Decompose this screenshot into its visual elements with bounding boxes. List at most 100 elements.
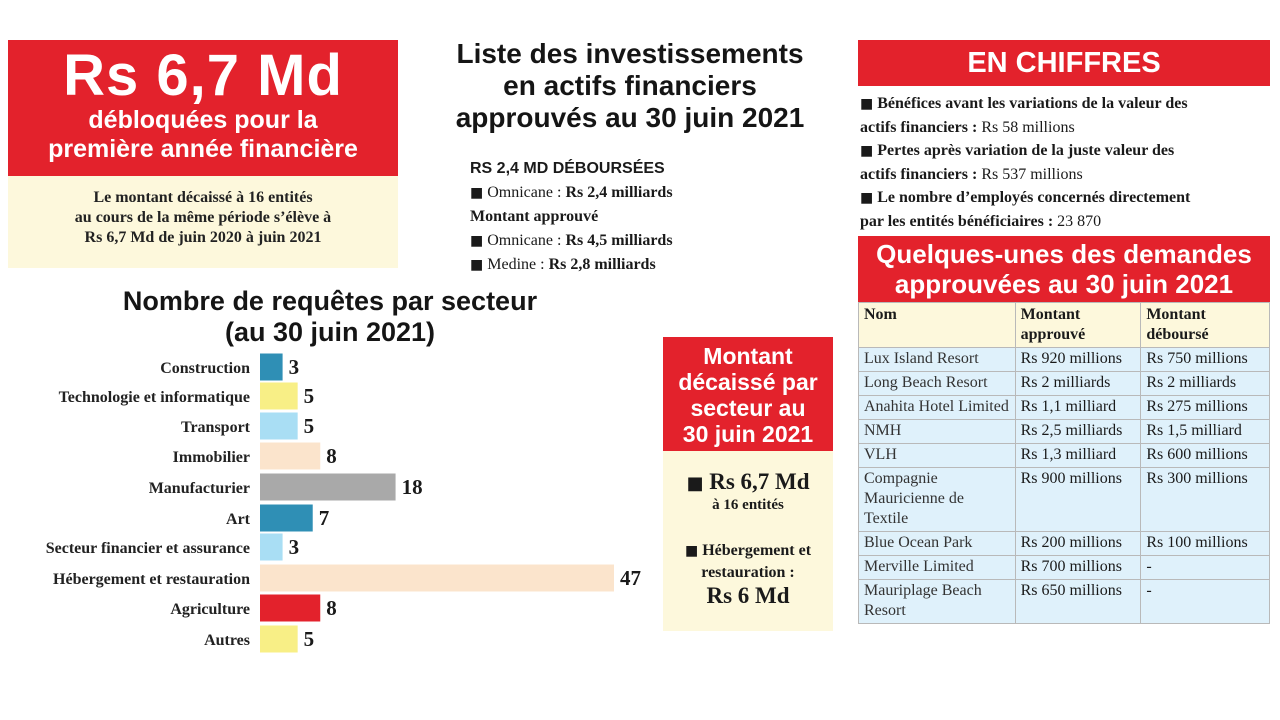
chiffres-item-text: Le nombre d’employés concernés directeme… [877, 189, 1191, 206]
sector-box-amount-value: Rs 6,7 Md [709, 469, 810, 494]
cell-debourse: Rs 100 millions [1140, 531, 1270, 556]
chiffres-item-line1: ■ Pertes après variation de la juste val… [860, 139, 1272, 163]
disbursed-item: ■ Omnicane : Rs 2,4 milliards [470, 181, 790, 205]
sector-box-hebergement: ■ Hébergement et restauration : [663, 540, 833, 583]
table-row: Anahita Hotel Limited Rs 1,1 milliard Rs 2… [858, 395, 1270, 420]
bullet-square-icon: ■ [860, 96, 874, 112]
chiffres-title: EN CHIFFRES [858, 40, 1270, 86]
sector-bar-chart: Construction 3 Technologie et informatique… [46, 353, 641, 653]
cell-approuve: Rs 2,5 milliards [1014, 419, 1142, 444]
chiffres-item: ■ Bénéfices avant les variations de la v… [860, 92, 1272, 139]
bar [260, 564, 614, 592]
chiffres-item-line2: actifs financiers : Rs 58 millions [860, 116, 1272, 139]
cell-debourse: Rs 750 millions [1140, 347, 1270, 372]
table-row: Compagnie Mauricienne de Textile Rs 900 m… [858, 467, 1270, 532]
disbursed-heading: RS 2,4 MD DÉBOURSÉES [470, 160, 665, 177]
value-label: 5 [304, 384, 315, 408]
headline-note-line2: au cours de la même période s’élève à [74, 209, 332, 226]
sector-box-heb-value: Rs 6 Md [706, 583, 790, 608]
bullet-square-icon: ■ [686, 473, 704, 494]
table-row: Merville Limited Rs 700 millions - [858, 555, 1270, 580]
headline-sub-line1: débloquées pour la [88, 106, 318, 134]
sector-box-heb-line1: ■ Hébergement et [663, 540, 833, 562]
investments-title-line1: Liste des investissements [456, 38, 804, 69]
category-label: Construction [160, 360, 250, 377]
table-row: Mauriplage Beach Resort Rs 650 millions - [858, 579, 1270, 624]
cell-debourse: Rs 300 millions [1140, 467, 1270, 532]
investments-list: RS 2,4 MD DÉBOURSÉES ■ Omnicane : Rs 2,4… [470, 157, 790, 277]
approved-item: ■ Omnicane : Rs 4,5 milliards [470, 229, 790, 253]
table-row: Blue Ocean Park Rs 200 millions Rs 100 mil… [858, 531, 1270, 556]
table-row: Lux Island Resort Rs 920 millions Rs 750 m… [858, 347, 1270, 372]
chiffres-item-label: par les entités bénéficiaires : [860, 213, 1054, 230]
cell-approuve: Rs 900 millions [1014, 467, 1142, 532]
category-label: Hébergement et restauration [53, 571, 250, 588]
table-row: VLH Rs 1,3 milliard Rs 600 millions [858, 443, 1270, 468]
category-label: Secteur financier et assurance [46, 540, 250, 557]
investments-title: Liste des investissements en actifs fina… [420, 38, 840, 134]
chiffres-item-line2: actifs financiers : Rs 537 millions [860, 163, 1272, 186]
chiffres-item-line1: ■ Le nombre d’employés concernés directe… [860, 186, 1272, 210]
sector-box-body: ■ Rs 6,7 Md à 16 entités ■ Hébergement e… [663, 451, 833, 631]
category-label: Transport [181, 419, 251, 436]
bar [260, 625, 298, 653]
value-label: 8 [326, 444, 337, 468]
cell-nom: VLH [858, 443, 1016, 468]
chiffres-item-value: 23 870 [1057, 213, 1102, 230]
bar [260, 442, 321, 470]
sector-box-title: Montant décaissé par secteur au 30 juin … [663, 337, 833, 451]
table-body: Lux Island Resort Rs 920 millions Rs 750 m… [858, 347, 1270, 624]
category-label: Agriculture [170, 601, 250, 618]
headline-sub-line2: première année financière [48, 135, 358, 163]
bullet-square-icon: ■ [860, 190, 874, 206]
table-header-row: Nom Montant approuvé Montant déboursé [858, 302, 1270, 348]
sector-box-entities: à 16 entités [712, 497, 784, 513]
headline-subtitle: débloquées pour la première année financ… [8, 106, 398, 164]
sector-box-title-line2: décaissé par [678, 369, 818, 395]
chiffres-item-label: actifs financiers : [860, 119, 978, 136]
chiffres-item: ■ Le nombre d’employés concernés directe… [860, 186, 1272, 233]
bar [260, 473, 396, 501]
chiffres-list: ■ Bénéfices avant les variations de la v… [860, 92, 1272, 233]
headline-note: Le montant décaissé à 16 entités au cour… [8, 176, 398, 268]
demandes-title-line1: Quelques-unes des demandes [876, 239, 1252, 269]
chiffres-item-line2: par les entités bénéficiaires : 23 870 [860, 210, 1272, 233]
chart-title: Nombre de requêtes par secteur (au 30 ju… [60, 286, 600, 348]
table-row: NMH Rs 2,5 milliards Rs 1,5 milliard [858, 419, 1270, 444]
value-label: 5 [304, 627, 315, 651]
disbursed-name: Omnicane : [487, 184, 562, 201]
chiffres-item-line1: ■ Bénéfices avant les variations de la v… [860, 92, 1272, 116]
headline-amount: Rs 6,7 Md [63, 43, 343, 108]
sector-box-title-line3: secteur au [690, 395, 806, 421]
cell-approuve: Rs 650 millions [1014, 579, 1142, 624]
table-row: Long Beach Resort Rs 2 milliards Rs 2 mill… [858, 371, 1270, 396]
cell-approuve: Rs 2 milliards [1014, 371, 1142, 396]
cell-approuve: Rs 1,1 milliard [1014, 395, 1142, 420]
value-label: 8 [326, 596, 337, 620]
cell-nom: Merville Limited [858, 555, 1016, 580]
cell-approuve: Rs 700 millions [1014, 555, 1142, 580]
value-label: 47 [620, 566, 641, 590]
bar [260, 594, 321, 622]
cell-debourse: Rs 1,5 milliard [1140, 419, 1270, 444]
value-label: 5 [304, 414, 315, 438]
cell-nom: Compagnie Mauricienne de Textile [858, 467, 1016, 532]
chiffres-item: ■ Pertes après variation de la juste val… [860, 139, 1272, 186]
chart-title-line2: (au 30 juin 2021) [224, 317, 436, 347]
bar [260, 353, 283, 381]
chiffres-item-text: Pertes après variation de la juste valeu… [877, 142, 1175, 159]
cell-debourse: Rs 2 milliards [1140, 371, 1270, 396]
category-label: Technologie et informatique [59, 389, 250, 406]
approved-item: ■ Medine : Rs 2,8 milliards [470, 253, 790, 277]
column-header-approuve: Montant approuvé [1014, 302, 1142, 348]
chart-title-line1: Nombre de requêtes par secteur [122, 286, 538, 316]
cell-debourse: - [1140, 555, 1270, 580]
demandes-table: Nom Montant approuvé Montant déboursé Lu… [858, 302, 1270, 624]
cell-nom: Mauriplage Beach Resort [858, 579, 1016, 624]
cell-nom: Anahita Hotel Limited [858, 395, 1016, 420]
approved-name: Omnicane : [487, 232, 562, 249]
sector-box-title-line1: Montant [703, 343, 793, 369]
demandes-title-line2: approuvées au 30 juin 2021 [894, 269, 1234, 299]
investments-title-line3: approuvés au 30 juin 2021 [455, 102, 805, 133]
chiffres-item-value: Rs 537 millions [981, 166, 1083, 183]
